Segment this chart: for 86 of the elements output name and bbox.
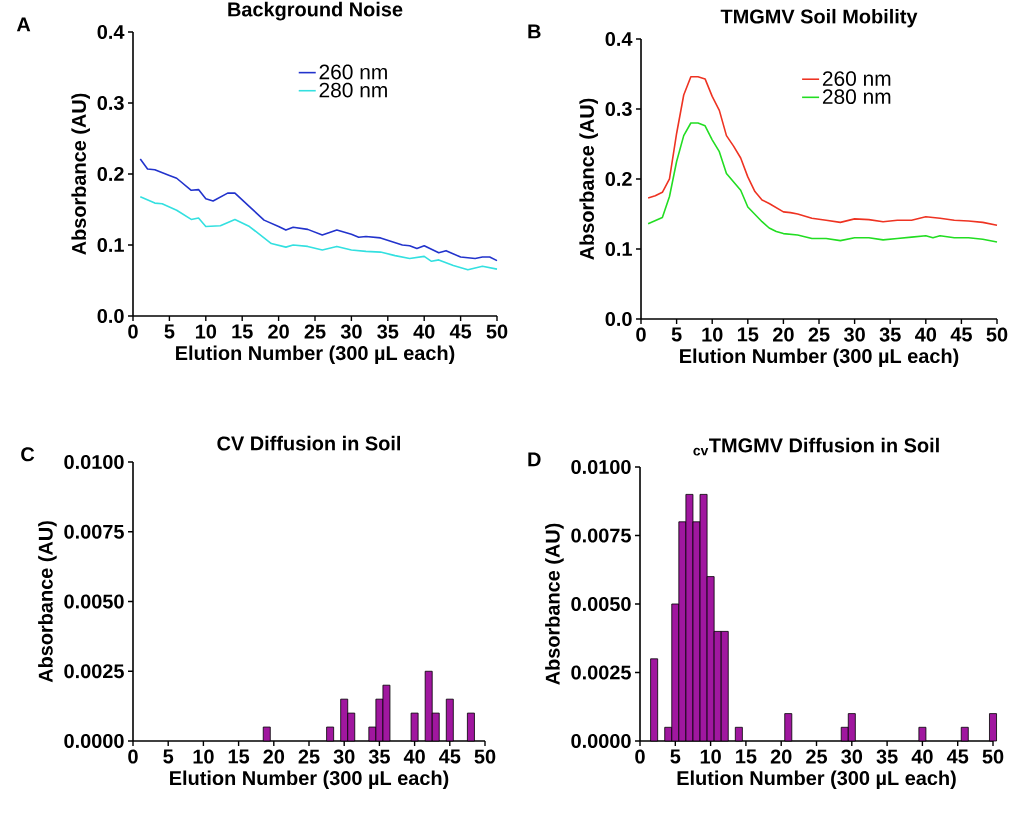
text: D [528, 452, 541, 467]
x-tick-label: 10 [195, 324, 217, 339]
x-tick-label: 40 [915, 327, 937, 342]
x-tick-label: 10 [700, 749, 721, 764]
x-axis-title: Elution Number (300 µL each) [176, 345, 455, 365]
y-tick-label: 0.0000 [571, 733, 631, 749]
x-tick-label: 45 [946, 749, 969, 764]
x-axis-title: Elution Number (300 µL each) [680, 348, 959, 368]
x-tick-label: 25 [806, 749, 828, 764]
x-tick-label: 0 [636, 327, 646, 342]
y-tick-label: 0.0 [605, 311, 632, 327]
legend-label: 260 nm [822, 71, 891, 86]
x-tick-label: 0 [635, 749, 645, 764]
y-axis-title: Absorbance (AU) [71, 93, 90, 255]
y-tick-label: 0.4 [97, 24, 125, 40]
text: B [528, 24, 541, 39]
x-tick-label: 0 [128, 324, 138, 339]
x-tick-label: 35 [377, 324, 399, 339]
y-tick-label: 0.0100 [64, 454, 124, 470]
x-tick-label: 5 [670, 749, 681, 764]
x-tick-label: 25 [298, 749, 320, 764]
y-tick-label: 0.0050 [64, 594, 124, 609]
x-tick-label: 5 [671, 327, 682, 342]
x-tick-label: 15 [232, 324, 253, 339]
x-tick-label: 45 [449, 324, 472, 339]
x-tick-label: 40 [403, 749, 425, 764]
legend-label: 260 nm [319, 64, 387, 80]
y-tick-label: 0.0000 [64, 733, 124, 749]
x-tick-label: 5 [163, 749, 174, 764]
x-tick-label: 5 [164, 324, 175, 339]
x-tick-label: 50 [474, 749, 496, 764]
x-tick-label: 45 [950, 327, 972, 342]
y-tick-label: 0.0075 [64, 524, 124, 539]
y-tick-label: 0.0100 [571, 459, 631, 475]
x-tick-label: 30 [333, 749, 355, 764]
chart-title: CV Diffusion in Soil [217, 435, 401, 451]
x-axis-title: Elution Number (300 µL each) [677, 770, 956, 790]
y-axis-title: Absorbance (AU) [545, 523, 564, 685]
legend-label: 280 nm [319, 82, 387, 98]
y-tick-label: 0.1 [97, 237, 124, 253]
x-tick-label: 45 [439, 749, 461, 764]
legend-label: 280 nm [822, 89, 891, 105]
x-tick-label: 50 [486, 324, 508, 339]
x-tick-label: 20 [268, 324, 289, 339]
x-tick-label: 10 [702, 327, 723, 342]
x-tick-label: 20 [263, 749, 285, 764]
y-axis-title: Absorbance (AU) [579, 98, 598, 260]
x-tick-label: 35 [368, 749, 390, 764]
text: C [21, 447, 35, 462]
x-tick-label: 10 [193, 749, 214, 764]
line-series [139, 158, 498, 262]
chart-title: $_{cv}$TMGMV Diffusion in Soil [693, 437, 939, 456]
x-tick-label: 40 [911, 749, 933, 764]
x-tick-label: 35 [876, 749, 898, 764]
y-axis-title: Absorbance (AU) [38, 521, 57, 683]
x-tick-label: 30 [843, 327, 865, 342]
y-tick-label: 0.2 [605, 171, 632, 187]
y-tick-label: 0.2 [97, 166, 124, 182]
y-tick-label: 0.0 [97, 308, 124, 324]
y-tick-label: 0.4 [605, 31, 633, 47]
x-tick-label: 30 [340, 324, 362, 339]
line-series [139, 195, 498, 271]
x-tick-label: 20 [773, 327, 794, 342]
x-tick-label: 20 [770, 749, 792, 764]
x-tick-label: 40 [413, 324, 435, 339]
x-tick-label: 15 [228, 749, 250, 764]
x-tick-label: 50 [986, 327, 1008, 342]
x-tick-label: 50 [982, 749, 1004, 764]
y-tick-label: 0.0075 [571, 528, 631, 543]
chart-title: TMGMV Soil Mobility [720, 8, 918, 28]
x-tick-label: 35 [879, 327, 901, 342]
y-tick-label: 0.0025 [571, 665, 631, 680]
y-tick-label: 0.1 [605, 241, 632, 257]
x-tick-label: 25 [304, 324, 326, 339]
x-tick-label: 15 [737, 327, 759, 342]
y-tick-label: 0.3 [605, 101, 632, 117]
x-tick-label: 15 [736, 749, 757, 764]
x-tick-label: 25 [808, 327, 830, 342]
text: A [16, 17, 31, 32]
y-tick-label: 0.0025 [64, 664, 124, 679]
x-tick-label: 0 [128, 749, 138, 764]
x-axis-title: Elution Number (300 µL each) [170, 770, 449, 790]
y-tick-label: 0.3 [97, 95, 124, 111]
x-tick-label: 30 [841, 749, 863, 764]
chart-title: Background Noise [228, 1, 403, 21]
y-tick-label: 0.0050 [571, 596, 631, 612]
